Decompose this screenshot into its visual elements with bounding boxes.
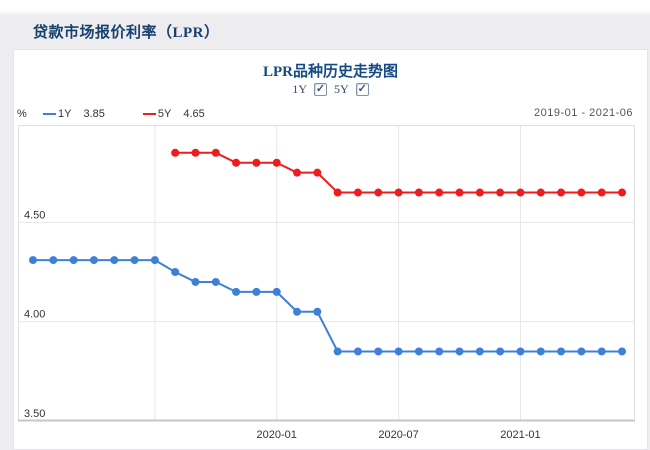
- data-point-5y: [435, 188, 444, 197]
- data-point-1y: [394, 347, 403, 356]
- data-point-1y: [211, 277, 220, 286]
- data-point-5y: [252, 158, 261, 167]
- legend-line-icon-5y: [142, 113, 156, 115]
- data-point-1y: [191, 277, 200, 286]
- data-point-1y: [313, 307, 322, 316]
- data-point-1y: [475, 347, 484, 356]
- data-point-1y: [455, 347, 464, 356]
- data-point-5y: [353, 188, 362, 197]
- data-point-5y: [577, 188, 586, 197]
- data-point-1y: [89, 256, 98, 265]
- y-axis-unit-label: %: [17, 108, 27, 120]
- data-point-1y: [618, 347, 626, 356]
- chart-panel: LPR品种历史走势图 1Y 5Y % 1Y 3.85 5Y 4.65 2019-…: [13, 49, 648, 450]
- data-point-1y: [232, 287, 241, 296]
- data-point-5y: [475, 188, 484, 197]
- data-point-5y: [597, 188, 606, 197]
- data-point-5y: [211, 148, 220, 157]
- data-point-1y: [110, 256, 119, 265]
- checkbox-label-1y: 1Y: [292, 81, 307, 96]
- data-point-5y: [455, 188, 464, 197]
- data-point-1y: [293, 307, 302, 316]
- data-point-5y: [191, 148, 200, 157]
- data-point-1y: [69, 256, 78, 265]
- data-point-5y: [414, 188, 423, 197]
- y-tick-label: 4.50: [24, 209, 45, 221]
- plot-border: [18, 125, 635, 421]
- legend-name-5y: 5Y: [157, 108, 172, 120]
- data-point-1y: [171, 268, 180, 277]
- data-point-5y: [293, 168, 302, 177]
- date-range-label: 2019-01 - 2021-06: [533, 107, 633, 119]
- data-point-1y: [49, 256, 58, 265]
- chart-canvas: 4.50 4.00 3.50 2020-01 2020-07 2021-01: [18, 125, 635, 441]
- legend: % 1Y 3.85 5Y 4.65: [17, 107, 633, 121]
- legend-item-5y: 5Y 4.65: [142, 108, 205, 120]
- line-chart-plot-area: 4.50 4.00 3.50 2020-01 2020-07 2021-01: [18, 125, 636, 449]
- data-point-5y: [536, 188, 545, 197]
- legend-value-1y: 3.85: [83, 108, 105, 120]
- y-tick-label: 3.50: [24, 408, 45, 420]
- data-point-1y: [150, 256, 159, 265]
- data-point-5y: [232, 158, 241, 167]
- data-point-1y: [252, 287, 261, 296]
- x-tick-label: 2021-01: [500, 429, 540, 441]
- chart-title: LPR品种历史走势图: [262, 64, 398, 80]
- checkbox-5y-checked-icon[interactable]: [355, 82, 369, 96]
- data-point-1y: [496, 347, 505, 356]
- data-point-1y: [374, 347, 383, 356]
- checkbox-1y-checked-icon[interactable]: [314, 82, 327, 96]
- series-line-1y: [33, 259, 622, 353]
- data-point-5y: [313, 168, 322, 177]
- data-point-1y: [272, 287, 281, 296]
- legend-item-1y: 1Y 3.85: [43, 108, 105, 120]
- legend-line-icon-1y: [43, 113, 56, 115]
- data-point-1y: [353, 347, 362, 356]
- x-tick-label: 2020-01: [257, 429, 297, 441]
- data-point-1y: [597, 347, 606, 356]
- data-point-1y: [130, 256, 139, 265]
- data-point-5y: [557, 188, 566, 197]
- x-tick-label: 2020-07: [378, 429, 418, 441]
- data-point-5y: [496, 188, 505, 197]
- data-point-1y: [516, 347, 525, 356]
- data-point-1y: [577, 347, 586, 356]
- data-point-1y: [414, 347, 423, 356]
- data-point-1y: [557, 347, 566, 356]
- data-point-5y: [171, 148, 180, 157]
- page-title: 贷款市场报价利率（LPR）: [33, 25, 220, 41]
- data-point-5y: [272, 158, 281, 167]
- data-point-5y: [394, 188, 403, 197]
- data-point-5y: [618, 188, 626, 197]
- legend-name-1y: 1Y: [58, 108, 72, 120]
- checkbox-label-5y: 5Y: [334, 81, 349, 96]
- data-point-5y: [333, 188, 342, 197]
- data-point-1y: [29, 256, 37, 265]
- data-point-1y: [435, 347, 444, 356]
- y-tick-label: 4.00: [24, 309, 45, 321]
- data-point-5y: [516, 188, 525, 197]
- data-point-5y: [374, 188, 383, 197]
- series-toggle-row: 1Y 5Y: [14, 81, 647, 97]
- legend-value-5y: 4.65: [183, 108, 205, 120]
- data-point-1y: [333, 347, 342, 356]
- data-point-1y: [536, 347, 545, 356]
